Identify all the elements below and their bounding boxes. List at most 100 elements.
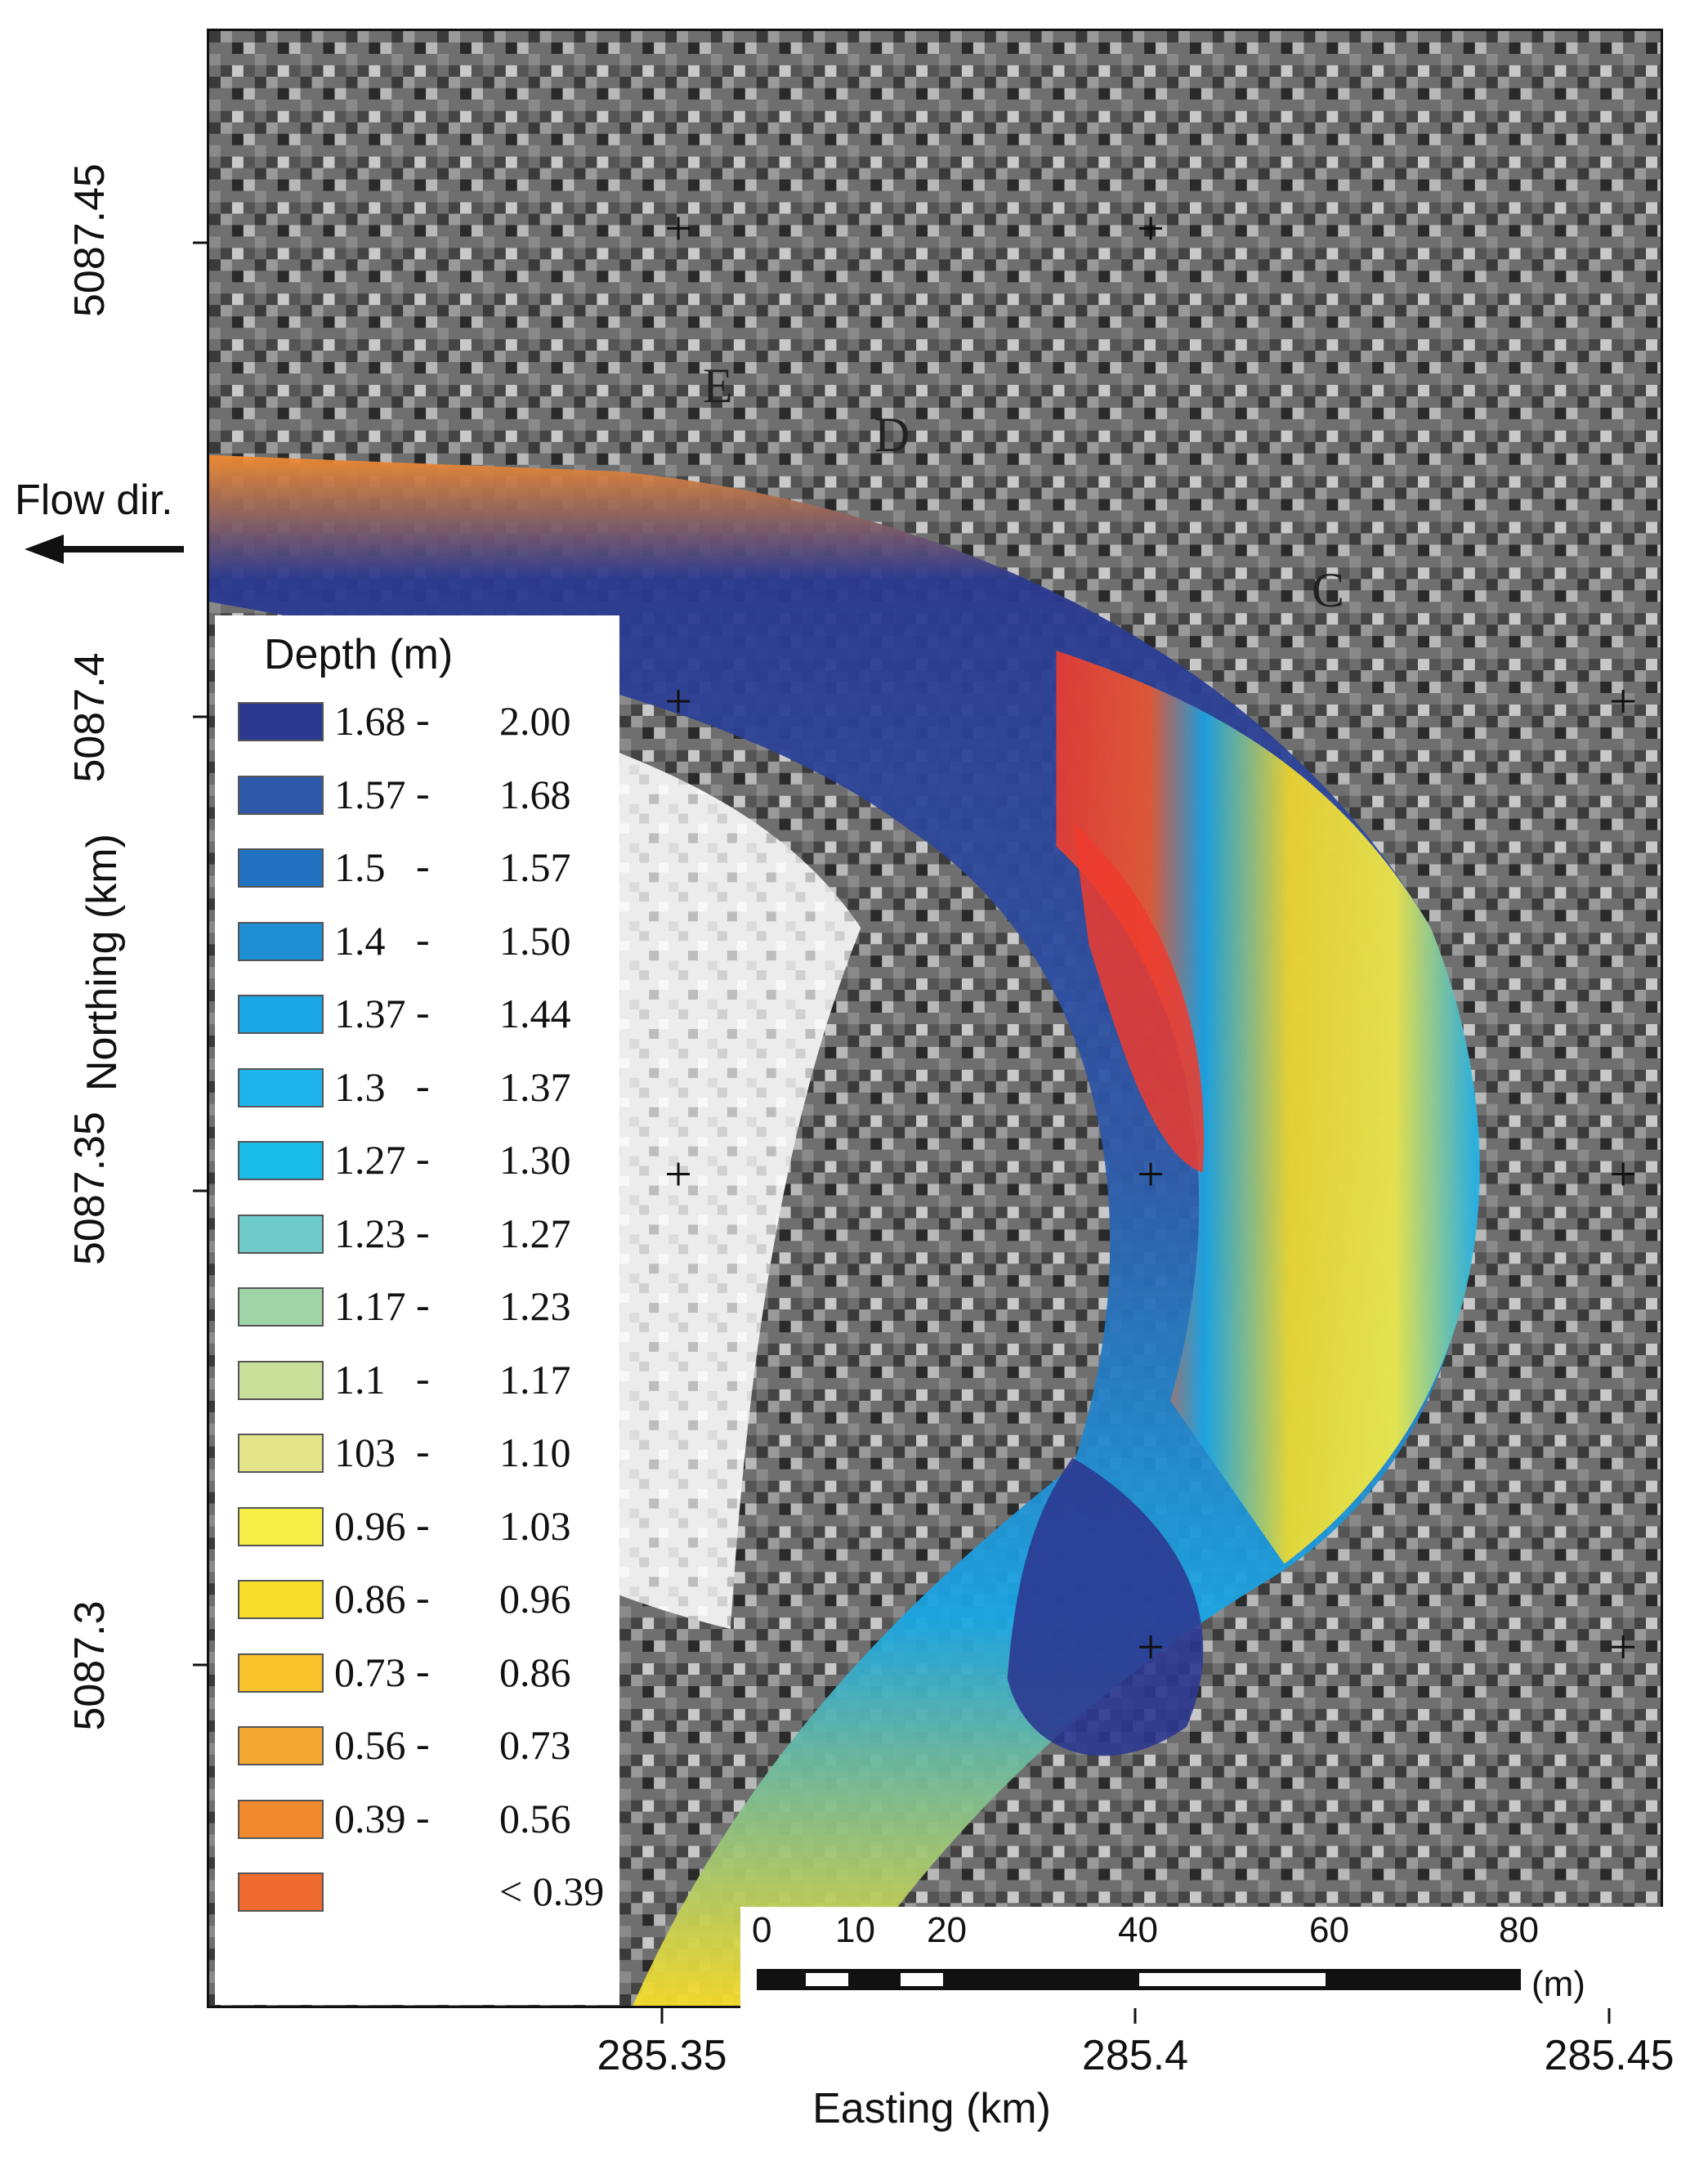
legend-entry: 1.1- 1.17: [238, 1354, 622, 1405]
legend-swatch: [238, 848, 324, 888]
legend-entry: 0.96- 1.03: [238, 1501, 622, 1551]
legend-range-high: 1.27: [499, 1210, 571, 1256]
scale-bar-number: 20: [927, 1910, 967, 1950]
legend-swatch: [238, 1506, 324, 1546]
legend-range-high: 0.73: [499, 1722, 571, 1768]
legend-swatch: [238, 1287, 324, 1327]
legend-swatch: [238, 1067, 324, 1107]
legend-swatch: [238, 1872, 324, 1912]
legend-range-dash: -: [416, 1062, 430, 1108]
scale-bar-graphic: [757, 1969, 1521, 1990]
legend-entry: < 0.39: [238, 1868, 622, 1917]
legend-entry: 1.27- 1.30: [238, 1135, 622, 1185]
legend-entry: 1.3- 1.37: [238, 1063, 622, 1112]
y-tick-label: 5087.3: [66, 1600, 114, 1731]
legend-range-dash: -: [416, 1720, 430, 1766]
legend-swatch: [238, 1141, 324, 1180]
legend-range-high: 1.68: [499, 771, 571, 817]
legend-swatch: [238, 1434, 324, 1473]
legend-entry: 0.39- 0.56: [238, 1793, 622, 1844]
legend-entry: 0.73- 0.86: [238, 1647, 622, 1698]
scale-bar-unit: (m): [1531, 1964, 1585, 2004]
legend-swatch: [238, 1360, 324, 1400]
x-tick-label: 285.35: [597, 2032, 727, 2079]
legend-entry: 1.5- 1.57: [238, 843, 622, 893]
legend-range-low: 1.37: [334, 991, 406, 1036]
legend-range-high: 0.86: [499, 1649, 571, 1695]
legend-range-low: 103: [334, 1430, 396, 1475]
legend-swatch: [238, 1653, 324, 1693]
scale-bar-number: 0: [752, 1910, 772, 1950]
legend-range-low: 0.56: [334, 1722, 406, 1768]
legend-range-dash: -: [416, 1282, 430, 1327]
legend-range-high: 1.23: [499, 1283, 571, 1329]
y-axis-label: Northing (km): [78, 834, 126, 1091]
legend-range-dash: -: [416, 1428, 430, 1474]
legend-swatch: [238, 702, 324, 741]
legend-range-low: 1.3: [334, 1063, 386, 1110]
legend-range-dash: -: [416, 989, 430, 1035]
site-label-d: D: [874, 408, 910, 462]
legend-range-high: 1.57: [499, 844, 571, 890]
flow-direction-label: Flow dir.: [15, 477, 173, 524]
legend-range-high: 0.96: [499, 1576, 571, 1622]
legend-range-high: 1.30: [499, 1137, 571, 1183]
legend-swatch: [238, 775, 324, 815]
legend-range-dash: -: [416, 1793, 430, 1840]
legend-range-low: 1.5: [334, 844, 386, 890]
legend-entry: 1.4- 1.50: [238, 915, 622, 966]
legend-range-high: 1.50: [499, 917, 571, 964]
legend-entry: 1.68- 2.00: [238, 696, 622, 746]
legend-range-high: < 0.39: [499, 1868, 605, 1914]
legend-swatch: [238, 1580, 324, 1619]
y-tick-label: 5087.35: [66, 1112, 114, 1265]
y-axis-ticks: [193, 241, 209, 1667]
scale-bar-number: 40: [1118, 1910, 1158, 1950]
y-tick-label: 5087.45: [66, 163, 114, 317]
legend-entry: 1.23- 1.27: [238, 1208, 622, 1259]
y-tick-label: 5087.4: [66, 652, 114, 783]
legend-range-high: 0.56: [499, 1795, 571, 1841]
legend-range-low: 0.73: [334, 1649, 406, 1695]
legend-title: Depth (m): [264, 631, 454, 678]
legend-swatch: [238, 1799, 324, 1839]
scale-bar-number: 80: [1499, 1910, 1539, 1950]
legend-entry: 0.56- 0.73: [238, 1720, 622, 1770]
legend-range-low: 1.68: [334, 698, 406, 744]
legend-range-low: 0.96: [334, 1502, 406, 1549]
scale-bar: 0 10 20 40 60 80 (m): [740, 1907, 1663, 2008]
legend-swatch: [238, 995, 324, 1034]
legend-range-low: 1.17: [334, 1283, 406, 1329]
legend-range-dash: -: [416, 1574, 430, 1620]
legend-range-low: 1.1: [334, 1356, 386, 1403]
legend-range-high: 1.44: [499, 991, 571, 1036]
legend-range-low: 0.39: [334, 1795, 406, 1841]
legend-range-low: 1.4: [334, 917, 386, 964]
legend-range-low: 0.86: [334, 1576, 406, 1622]
legend-range-low: 1.57: [334, 771, 406, 817]
legend-range-dash: -: [416, 1647, 430, 1693]
legend-range-high: 2.00: [499, 698, 571, 744]
depth-legend: Depth (m) 1.68-2.00 1.57-1.68 1.5-1.57 1.4-…: [215, 615, 619, 2005]
legend-range-high: 1.10: [499, 1430, 571, 1475]
site-label-c: C: [1312, 563, 1345, 617]
x-tick-label: 285.45: [1544, 2032, 1674, 2079]
legend-range-dash: -: [416, 843, 430, 888]
x-axis-ticks: [660, 2007, 1611, 2024]
legend-swatch: [238, 921, 324, 961]
legend-range-dash: -: [416, 915, 430, 962]
legend-swatch: [238, 1726, 324, 1765]
legend-range-dash: -: [416, 696, 430, 742]
legend-entry: 103- 1.10: [238, 1428, 622, 1478]
site-label-e: E: [703, 359, 733, 413]
legend-entry: 1.57- 1.68: [238, 770, 622, 820]
scale-bar-number: 10: [835, 1910, 875, 1950]
legend-range-low: 1.23: [334, 1210, 406, 1256]
legend-range-high: 1.37: [499, 1063, 571, 1110]
x-tick-label: 285.4: [1081, 2032, 1189, 2079]
legend-range-dash: -: [416, 1208, 430, 1255]
legend-range-dash: -: [416, 1501, 430, 1547]
legend-range-dash: -: [416, 1135, 430, 1181]
legend-range-high: 1.03: [499, 1502, 571, 1549]
legend-range-dash: -: [416, 1354, 430, 1401]
